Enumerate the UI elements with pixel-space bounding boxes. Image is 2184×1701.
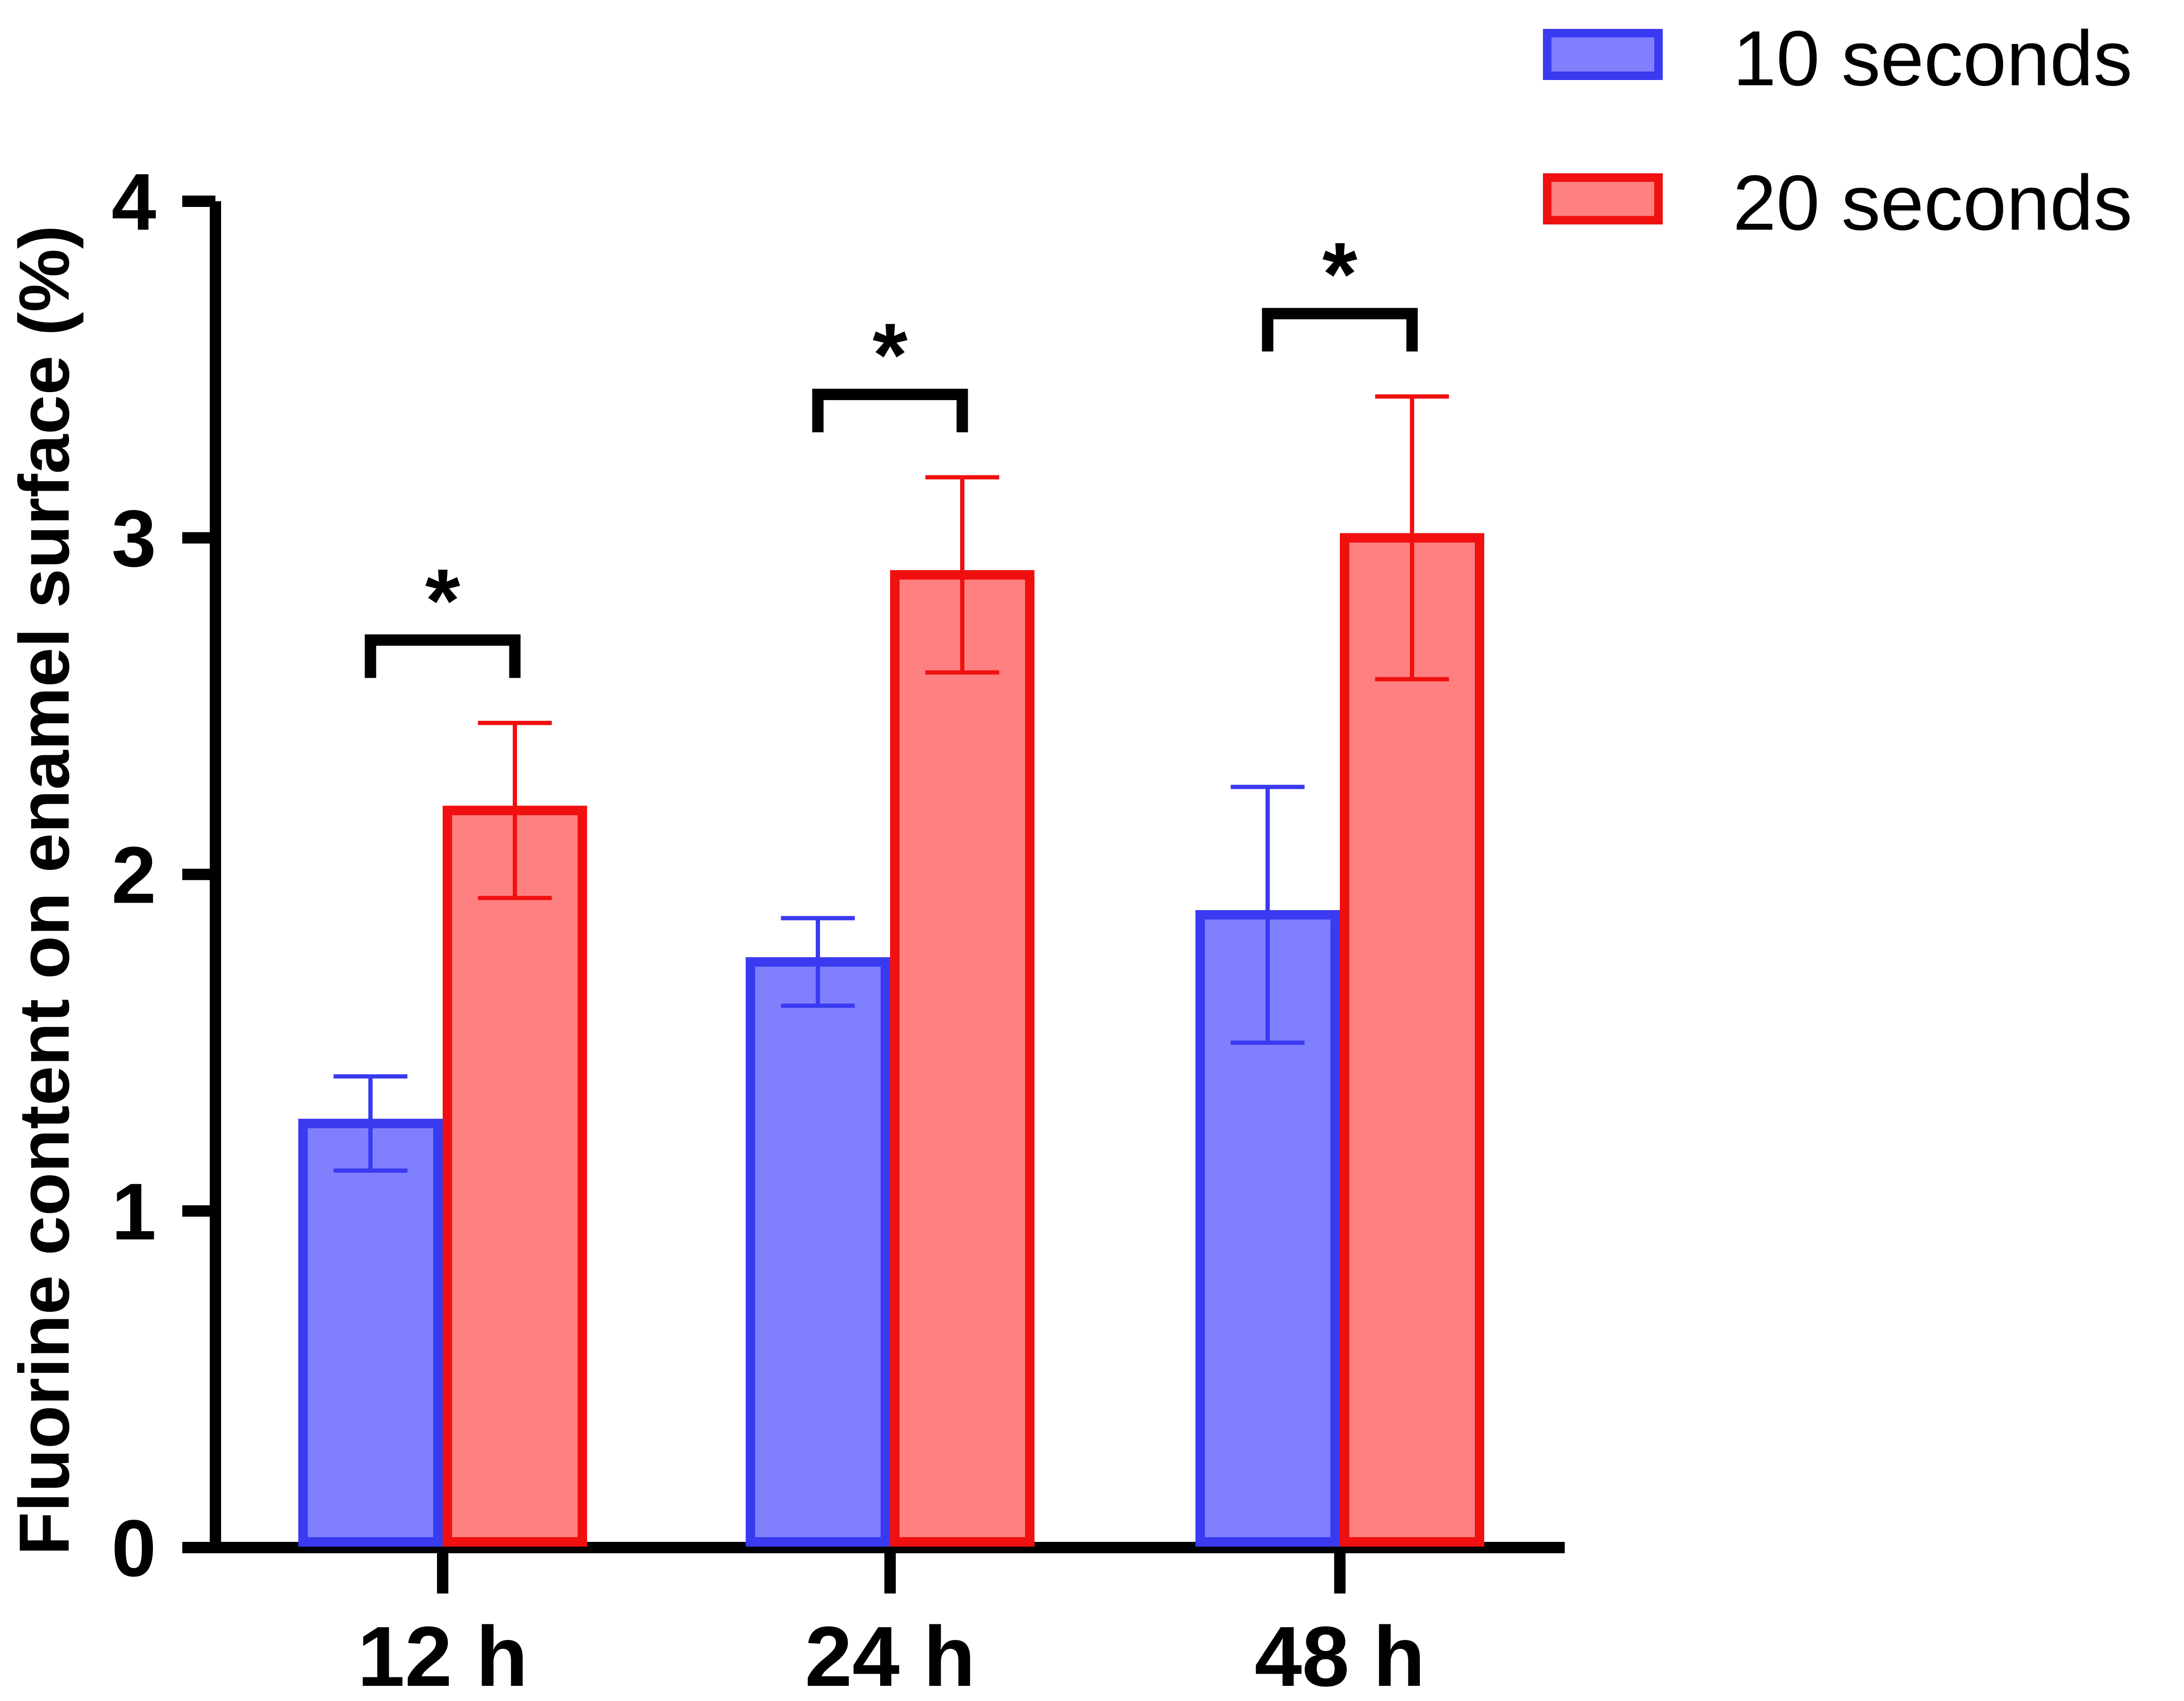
y-tick-label-1: 1 xyxy=(111,1167,156,1257)
error-bar-20s-2 xyxy=(1375,394,1449,681)
significance-brackets: * * * xyxy=(365,224,1418,678)
bars xyxy=(298,394,1484,1547)
legend-swatch-10s xyxy=(1543,29,1663,80)
bar-10s-48h xyxy=(1195,910,1340,1547)
y-tick-label-0: 0 xyxy=(111,1504,156,1594)
significance-star-0: * xyxy=(425,551,460,651)
legend: 10 seconds 20 seconds xyxy=(1543,15,2132,246)
x-tick-label-1: 24 h xyxy=(805,1609,975,1701)
bar-20s-12h xyxy=(443,806,587,1547)
bar-10s-24h xyxy=(746,957,890,1547)
y-tick-label-2: 2 xyxy=(111,831,156,921)
legend-label-10s: 10 seconds xyxy=(1733,15,2132,102)
bar-20s-48h xyxy=(1340,533,1484,1547)
y-ticks: 0 1 2 3 4 xyxy=(111,157,215,1594)
bar-20s-24h xyxy=(890,570,1034,1547)
x-tick-label-2: 48 h xyxy=(1255,1609,1425,1701)
error-bar-10s-0 xyxy=(333,1074,408,1173)
significance-bracket-2 xyxy=(1262,308,1418,352)
significance-star-2: * xyxy=(1322,224,1357,324)
y-tick-label-3: 3 xyxy=(111,494,156,584)
error-bar-20s-0 xyxy=(478,721,552,900)
legend-label-20s: 20 seconds xyxy=(1733,159,2132,246)
x-ticks: 12 h 24 h 48 h xyxy=(357,1548,1425,1701)
significance-bracket-1 xyxy=(812,388,968,432)
y-tick-label-4: 4 xyxy=(111,157,156,247)
y-axis-label: Fluorine content on enamel surface (%) xyxy=(4,225,84,1556)
bar-10s-12h xyxy=(298,1119,443,1547)
error-bar-10s-1 xyxy=(781,916,855,1008)
significance-bracket-0 xyxy=(365,634,521,678)
legend-swatch-20s xyxy=(1543,173,1663,224)
error-bar-20s-1 xyxy=(925,475,999,675)
x-tick-label-0: 12 h xyxy=(357,1609,528,1701)
significance-star-1: * xyxy=(873,305,908,405)
error-bar-10s-2 xyxy=(1230,785,1305,1045)
